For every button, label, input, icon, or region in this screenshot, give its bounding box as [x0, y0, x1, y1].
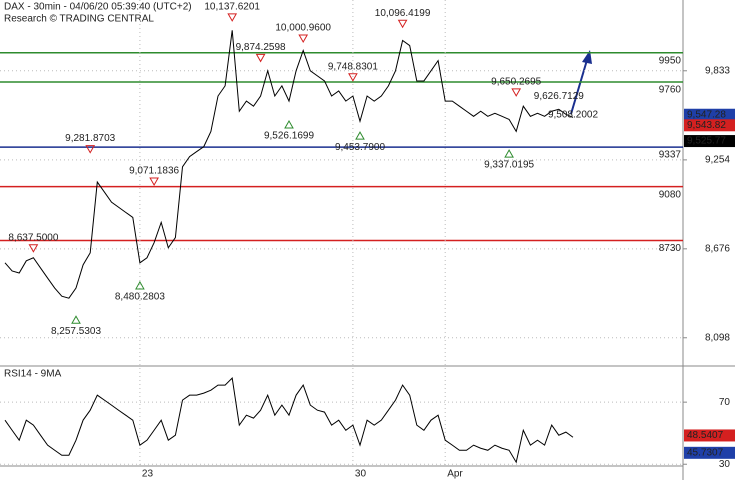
high-marker — [298, 34, 309, 43]
annotation-label: 10,000.9600 — [275, 23, 331, 34]
rsi-title: RSI14 - 9MA — [4, 369, 62, 380]
annotation-label: 8,637.5000 — [8, 232, 58, 243]
high-marker — [511, 88, 522, 97]
high-marker — [348, 73, 358, 82]
x-tick-label: 23 — [142, 469, 154, 480]
price-tag-label: 9,547.28 — [687, 109, 726, 120]
annotation-label: 9,874.2598 — [236, 42, 286, 53]
annotation-label: 9,281.8703 — [65, 133, 115, 144]
y-tick-label: 70 — [719, 397, 731, 408]
annotation-label: 9,748.8301 — [328, 61, 378, 72]
price-tag — [684, 429, 735, 442]
high-marker — [85, 145, 96, 154]
series-line — [4, 377, 574, 464]
level-label: 9337 — [659, 150, 682, 161]
annotation-label: 9,453.7900 — [335, 142, 385, 153]
annotation-label: 9,071.1836 — [129, 166, 179, 177]
low-marker — [284, 119, 294, 129]
chart-subtitle: Research © TRADING CENTRAL — [4, 14, 154, 25]
price-tag-label: 9,525.77 — [687, 136, 726, 147]
price-tag — [684, 119, 735, 132]
high-marker — [28, 244, 39, 253]
level-label: 8730 — [659, 243, 682, 254]
y-tick-label: 8,098 — [705, 332, 730, 343]
low-marker — [135, 280, 145, 290]
annotation-label: 9,508.2002 — [548, 109, 598, 120]
y-tick-label: 9,833 — [705, 65, 730, 76]
low-marker — [71, 315, 81, 324]
annotation-label: 9,626.7129 — [534, 91, 584, 102]
price-tag — [684, 135, 735, 148]
price-tag-label: 9,543.82 — [687, 120, 726, 131]
high-marker — [255, 53, 266, 63]
x-tick-label: Apr — [447, 469, 463, 480]
price-tag-label: 48.5407 — [687, 430, 724, 441]
annotation-label: 9,650.2695 — [491, 77, 541, 88]
annotation-label: 8,480.2803 — [115, 292, 165, 303]
y-tick-label: 9,254 — [705, 155, 730, 166]
high-marker — [149, 177, 159, 187]
annotation-label: 9,526.1699 — [264, 131, 314, 142]
price-tag — [684, 108, 735, 121]
low-marker — [504, 149, 514, 158]
price-tag — [684, 446, 735, 459]
y-tick-label: 8,676 — [705, 243, 730, 254]
level-label: 9950 — [659, 55, 682, 66]
annotation-label: 9,337.0195 — [484, 160, 534, 171]
chart-title: DAX - 30min - 04/06/20 05:39:40 (UTC+2) — [4, 2, 192, 13]
high-marker — [397, 19, 408, 29]
x-tick-label: 30 — [355, 469, 367, 480]
level-label: 9760 — [659, 85, 682, 96]
low-marker — [355, 131, 365, 140]
level-label: 9080 — [659, 189, 682, 200]
annotation-label: 8,257.5303 — [51, 326, 101, 337]
high-marker — [227, 13, 238, 22]
series-line — [4, 30, 574, 299]
annotation-label: 10,137.6201 — [204, 2, 260, 13]
price-tag-label: 45.7307 — [687, 447, 724, 458]
annotation-label: 10,096.4199 — [375, 8, 431, 19]
y-tick-label: 30 — [719, 459, 731, 470]
